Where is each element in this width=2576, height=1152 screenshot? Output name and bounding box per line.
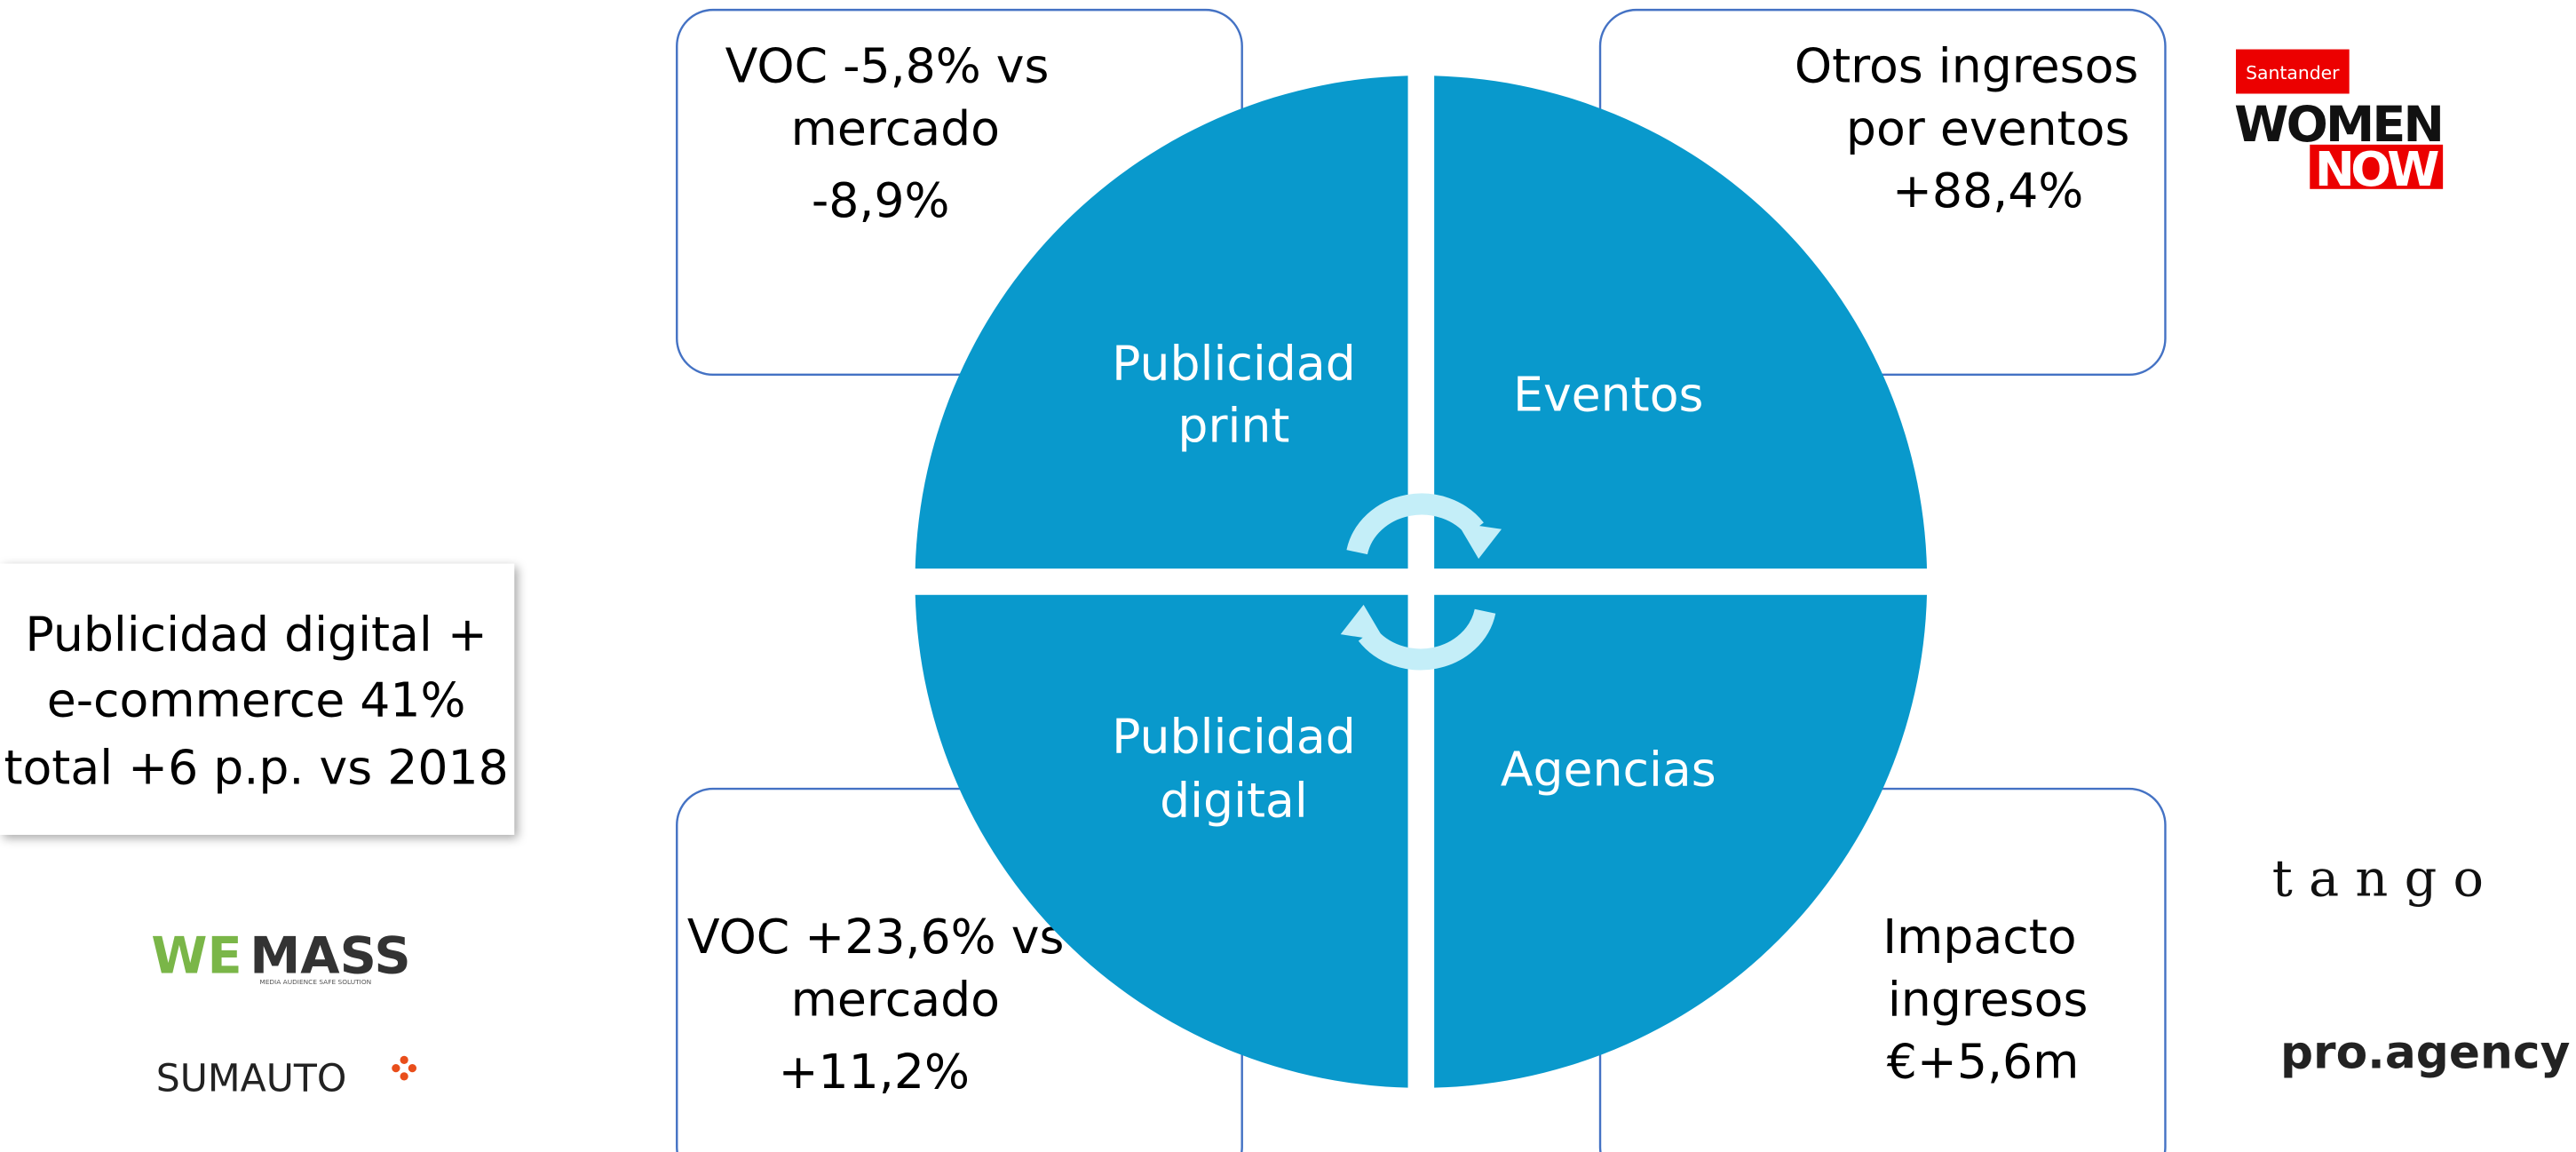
logo-text: NOW [2315,141,2440,197]
cycle-arrow [1346,493,1484,555]
logo-dot [392,1063,400,1073]
quadrant-label: Publicidad [1112,335,1356,391]
quadrant-label: digital [1160,773,1308,829]
logo-bg [2310,144,2444,189]
box-text: +88,4% [1892,163,2083,218]
logo-text: MASS [250,926,410,985]
quadrant-label: Publicidad [1112,708,1356,764]
logo-text: t a n g o [2272,848,2484,908]
arrowhead [1457,522,1502,560]
logo-bg [2236,49,2350,94]
logo-dot [400,1055,408,1064]
side-box [0,563,515,835]
box-text: ingresos [1888,971,2089,1027]
cycle-arrow [1358,608,1496,671]
box-text: +11,2% [779,1044,970,1100]
box-text: VOC +23,6% vs [687,909,1065,965]
box-text: Impacto [1882,909,2076,965]
logo-dot [408,1063,417,1073]
quadrant-label: Eventos [1513,367,1703,423]
box-text: mercado [791,100,1000,156]
logo-text: SUMAUTO [156,1058,347,1101]
box-text: -8,9% [812,172,950,228]
box-text: VOC -5,8% vs [725,38,1050,94]
divider [1407,72,1435,1092]
logo-text: pro.agency [2280,1027,2570,1080]
arrowhead [1340,604,1385,641]
box-text: €+5,6m [1887,1034,2080,1090]
quadrant-label: print [1177,398,1289,454]
box-text: por eventos [1846,100,2130,156]
box-text: mercado [791,971,1000,1027]
side-text: e-commerce 41% [47,672,466,728]
logo-text: MEDIA AUDIENCE SAFE SOLUTION [259,978,371,986]
side-text: Publicidad digital + [25,607,487,663]
logo-text: WE [151,926,242,985]
box-text: Otros ingresos [1795,38,2138,94]
logo-text: Santander [2246,62,2340,83]
logo-text: WOMEN [2234,96,2445,154]
logo-dot [400,1072,408,1081]
quadrant-label: Agencias [1501,741,1716,797]
side-text: total +6 p.p. vs 2018 [4,740,508,796]
